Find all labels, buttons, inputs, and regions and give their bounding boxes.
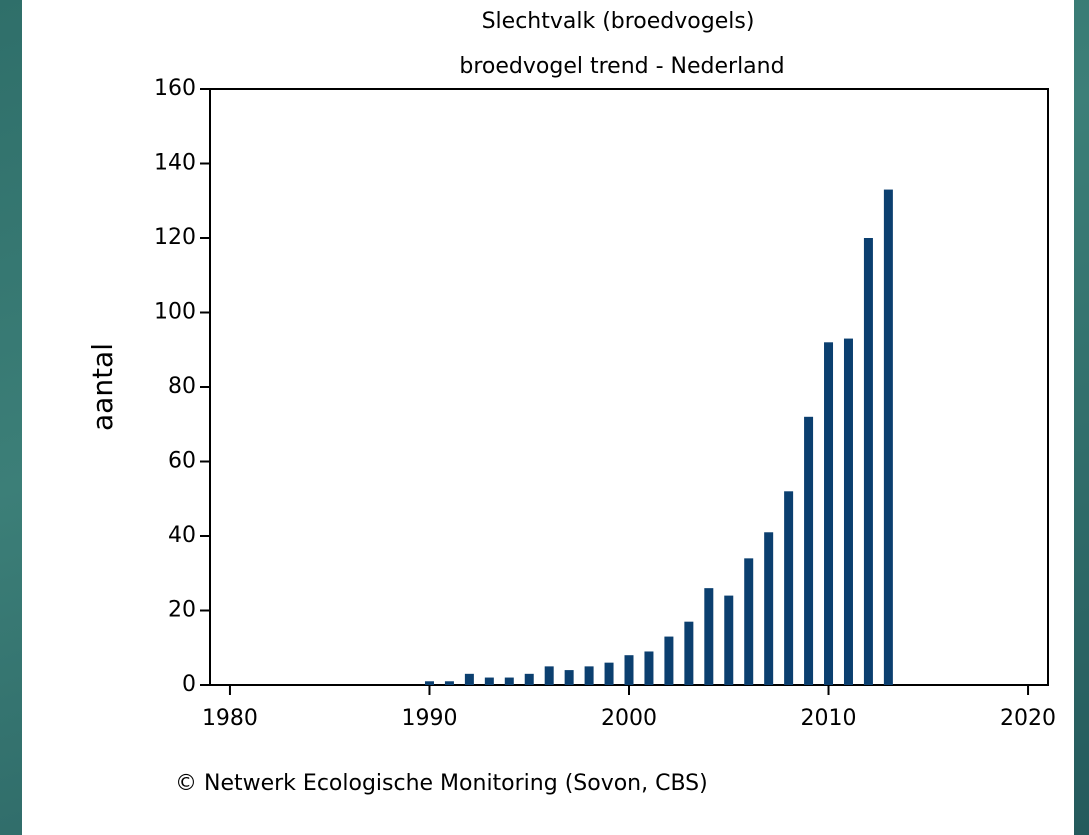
- y-tick-label: 120: [154, 225, 196, 250]
- bar: [824, 342, 834, 685]
- bar: [883, 189, 893, 685]
- x-tick-label: 2020: [1000, 706, 1056, 731]
- bar: [584, 666, 594, 685]
- x-tick-label: 2010: [801, 706, 857, 731]
- bar: [484, 677, 494, 685]
- bar: [724, 595, 734, 685]
- y-axis-label: aantal: [86, 343, 119, 431]
- bar: [424, 681, 434, 685]
- footer: © Netwerk Ecologische Monitoring (Sovon,…: [175, 771, 708, 796]
- bar: [524, 673, 534, 685]
- bar: [804, 416, 814, 685]
- bar: [863, 238, 873, 685]
- x-tick-label: 1990: [401, 706, 457, 731]
- y-tick-label: 60: [168, 449, 196, 474]
- x-tick-label: 2000: [601, 706, 657, 731]
- y-tick-label: 0: [182, 672, 196, 697]
- bar: [784, 491, 794, 685]
- panel: [22, 0, 1074, 835]
- bar: [624, 655, 634, 685]
- bar: [744, 558, 754, 685]
- bar: [604, 662, 614, 685]
- y-tick-label: 100: [154, 300, 196, 325]
- x-tick-label: 1980: [202, 706, 258, 731]
- bar: [843, 338, 853, 685]
- chart-subtitle: broedvogel trend - Nederland: [459, 54, 784, 79]
- y-tick-label: 160: [154, 76, 196, 101]
- bar: [444, 681, 454, 685]
- bar: [564, 670, 574, 685]
- bar: [504, 677, 514, 685]
- bar: [644, 651, 654, 685]
- bar: [764, 532, 774, 685]
- chart-title: Slechtvalk (broedvogels): [482, 9, 755, 34]
- y-tick-label: 20: [168, 598, 196, 623]
- bar: [684, 621, 694, 685]
- bar: [664, 636, 674, 685]
- bar: [704, 588, 714, 685]
- bar: [464, 673, 474, 685]
- y-tick-label: 40: [168, 523, 196, 548]
- bar: [544, 666, 554, 685]
- y-tick-label: 140: [154, 151, 196, 176]
- y-tick-label: 80: [168, 374, 196, 399]
